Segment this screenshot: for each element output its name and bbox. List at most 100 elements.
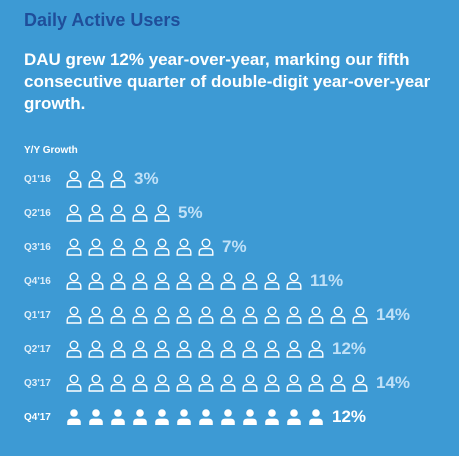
person-icon xyxy=(132,340,148,358)
person-icon xyxy=(286,272,302,290)
person-icon xyxy=(352,374,368,392)
person-icon xyxy=(88,170,104,188)
person-icon xyxy=(88,204,104,222)
person-icon xyxy=(308,340,324,358)
category-label: Q2'17 xyxy=(24,343,51,355)
person-icon xyxy=(66,374,82,392)
person-icon xyxy=(264,340,280,358)
icon-bar xyxy=(66,408,330,426)
icon-bar xyxy=(66,374,374,392)
person-icon xyxy=(308,374,324,392)
y-axis-label: Y/Y Growth xyxy=(24,145,78,156)
person-icon xyxy=(88,340,104,358)
value-label: 12% xyxy=(332,339,367,358)
person-icon xyxy=(221,409,235,425)
person-icon xyxy=(220,272,236,290)
person-icon xyxy=(88,306,104,324)
person-icon xyxy=(132,272,148,290)
person-icon xyxy=(220,374,236,392)
person-icon xyxy=(110,204,126,222)
chart-row: Q1'16 3% xyxy=(24,168,159,190)
icon-bar xyxy=(66,340,330,358)
chart-row: Q2'17 12% xyxy=(24,338,366,360)
person-icon xyxy=(154,374,170,392)
chart-row: Q2'16 5% xyxy=(24,202,203,224)
value-label: 3% xyxy=(134,169,159,188)
person-icon xyxy=(66,204,82,222)
person-icon xyxy=(264,306,280,324)
person-icon xyxy=(88,272,104,290)
page-title: Daily Active Users xyxy=(24,10,181,30)
person-icon xyxy=(154,204,170,222)
category-label: Q4'17 xyxy=(24,411,51,423)
value-label: 14% xyxy=(376,305,411,324)
person-icon xyxy=(243,409,257,425)
person-icon xyxy=(88,238,104,256)
icon-bar xyxy=(66,306,374,324)
chart-row: Q1'17 14% xyxy=(24,304,410,326)
icon-bar xyxy=(66,170,132,188)
person-icon xyxy=(198,340,214,358)
person-icon xyxy=(176,238,192,256)
icon-bar xyxy=(66,204,176,222)
person-icon xyxy=(154,238,170,256)
person-icon xyxy=(287,409,301,425)
person-icon xyxy=(176,340,192,358)
icon-bar xyxy=(66,238,220,256)
person-icon xyxy=(198,306,214,324)
person-icon xyxy=(330,306,346,324)
person-icon xyxy=(66,170,82,188)
person-icon xyxy=(110,272,126,290)
person-icon xyxy=(286,374,302,392)
person-icon xyxy=(66,306,82,324)
person-icon xyxy=(176,374,192,392)
person-icon xyxy=(154,272,170,290)
person-icon xyxy=(110,306,126,324)
person-icon xyxy=(198,272,214,290)
person-icon xyxy=(132,204,148,222)
person-icon xyxy=(110,340,126,358)
person-icon xyxy=(176,306,192,324)
person-icon xyxy=(198,374,214,392)
person-icon xyxy=(286,340,302,358)
person-icon xyxy=(265,409,279,425)
person-icon xyxy=(286,306,302,324)
icon-bar xyxy=(66,272,308,290)
person-icon xyxy=(89,409,103,425)
person-icon xyxy=(132,306,148,324)
chart-row: Q4'17 12% xyxy=(24,406,366,428)
person-icon xyxy=(154,340,170,358)
value-label: 12% xyxy=(332,407,367,426)
person-icon xyxy=(242,272,258,290)
person-icon xyxy=(220,340,236,358)
category-label: Q2'16 xyxy=(24,207,51,219)
chart-row: Q4'16 11% xyxy=(24,270,343,292)
headline: DAU grew 12% year-over-year, marking our… xyxy=(24,50,431,113)
person-icon xyxy=(66,238,82,256)
person-icon xyxy=(66,272,82,290)
person-icon xyxy=(110,170,126,188)
category-label: Q1'17 xyxy=(24,309,51,321)
person-icon xyxy=(67,409,81,425)
person-icon xyxy=(198,238,214,256)
person-icon xyxy=(132,238,148,256)
value-label: 11% xyxy=(310,271,344,290)
person-icon xyxy=(352,306,368,324)
person-icon xyxy=(110,238,126,256)
person-icon xyxy=(330,374,346,392)
person-icon xyxy=(111,409,125,425)
person-icon xyxy=(308,306,324,324)
value-label: 5% xyxy=(178,203,203,222)
person-icon xyxy=(133,409,147,425)
person-icon xyxy=(88,374,104,392)
value-label: 7% xyxy=(222,237,247,256)
person-icon xyxy=(264,374,280,392)
person-icon xyxy=(242,340,258,358)
category-label: Q3'16 xyxy=(24,241,51,253)
person-icon xyxy=(155,409,169,425)
person-icon xyxy=(132,374,148,392)
person-icon xyxy=(154,306,170,324)
person-icon xyxy=(264,272,280,290)
person-icon xyxy=(309,409,323,425)
